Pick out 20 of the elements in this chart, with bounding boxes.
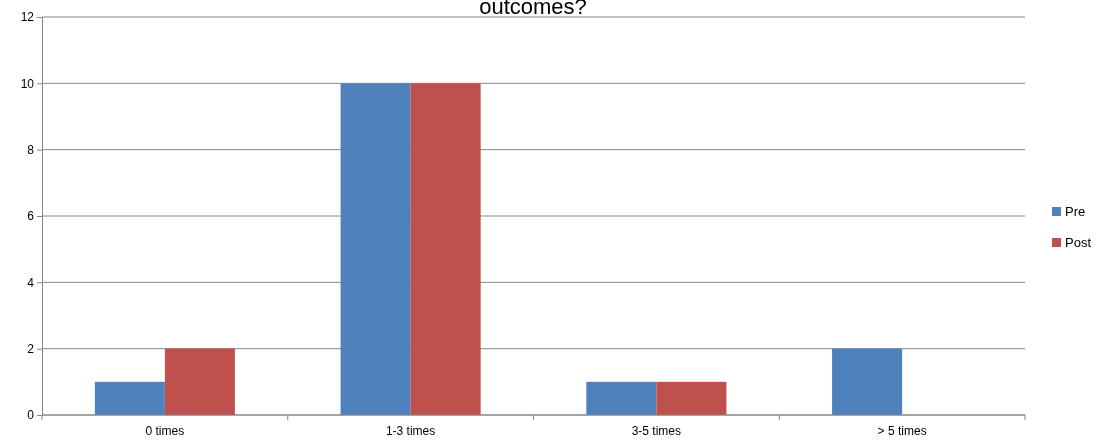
- x-tick-label: 3-5 times: [631, 424, 682, 438]
- x-tick-label: 0 times: [145, 424, 185, 438]
- y-tick-label: 0: [27, 408, 35, 423]
- bar: [340, 83, 411, 415]
- x-tick-label: > 5 times: [877, 424, 927, 438]
- bar: [94, 381, 165, 415]
- bar: [164, 348, 235, 415]
- y-tick-label: 10: [20, 76, 35, 91]
- y-tick-label: 6: [27, 209, 35, 224]
- y-tick-label: 4: [27, 275, 35, 290]
- bar: [656, 381, 727, 415]
- legend-label: Pre: [1065, 204, 1086, 219]
- bar: [832, 348, 903, 415]
- x-tick-label: 1-3 times: [385, 424, 436, 438]
- y-tick-label: 2: [27, 342, 35, 357]
- bar: [586, 381, 657, 415]
- legend-label: Post: [1065, 235, 1092, 250]
- y-tick-label: 12: [20, 10, 35, 25]
- bar: [410, 83, 481, 415]
- y-tick-label: 8: [27, 143, 35, 158]
